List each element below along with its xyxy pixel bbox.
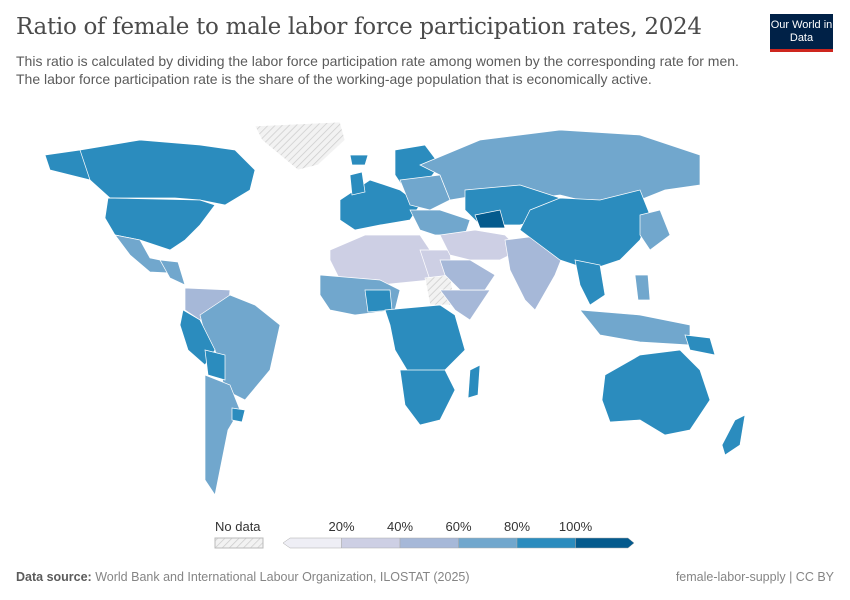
page-title: Ratio of female to male labor force part… <box>16 14 702 40</box>
region-russia[interactable] <box>419 129 701 206</box>
region-usa[interactable] <box>104 197 216 251</box>
region-argentina-chile[interactable] <box>204 374 241 496</box>
legend-bin[interactable] <box>516 537 576 549</box>
region-eastern-europe[interactable] <box>399 174 451 211</box>
legend-bin[interactable] <box>341 537 401 549</box>
legend-tick-label: 80% <box>504 519 530 534</box>
data-source: Data source: World Bank and Internationa… <box>16 570 470 584</box>
owid-logo[interactable]: Our World in Data <box>770 14 833 52</box>
legend: No data 20% 40% 60% 80% 100% <box>214 519 635 549</box>
page-subtitle: This ratio is calculated by dividing the… <box>16 53 739 87</box>
region-iceland[interactable] <box>349 154 369 166</box>
region-southern-africa[interactable] <box>399 369 456 426</box>
region-new-zealand[interactable] <box>721 414 746 456</box>
region-bolivia[interactable] <box>204 349 226 381</box>
legend-tick-label: 100% <box>559 519 593 534</box>
region-arabia[interactable] <box>439 259 496 291</box>
region-turkmenistan[interactable] <box>474 209 506 229</box>
region-philippines[interactable] <box>634 274 651 301</box>
legend-tick-label: 20% <box>328 519 354 534</box>
legend-bin[interactable] <box>282 537 342 549</box>
region-alaska[interactable] <box>44 149 91 181</box>
source-label: Data source: <box>16 570 92 584</box>
region-southeast-asia[interactable] <box>574 259 606 306</box>
legend-bin[interactable] <box>575 537 635 549</box>
legend-bin[interactable] <box>399 537 459 549</box>
legend-no-data-label: No data <box>215 519 261 534</box>
region-canada[interactable] <box>74 139 256 206</box>
region-greenland[interactable] <box>254 121 346 171</box>
legend-no-data-swatch <box>214 537 264 549</box>
region-madagascar[interactable] <box>467 364 481 399</box>
license[interactable]: female-labor-supply | CC BY <box>675 570 834 584</box>
region-japan-korea[interactable] <box>639 209 671 251</box>
region-china[interactable] <box>519 189 651 271</box>
legend-tick-label: 60% <box>445 519 471 534</box>
region-png[interactable] <box>684 334 716 356</box>
region-central-africa[interactable] <box>384 304 466 376</box>
world-map[interactable] <box>0 110 850 510</box>
legend-tick-label: 40% <box>387 519 413 534</box>
logo-text: Our World in Data <box>770 19 833 44</box>
source-text[interactable]: World Bank and International Labour Orga… <box>95 570 470 584</box>
region-balkans-turkey[interactable] <box>409 209 471 236</box>
region-uruguay[interactable] <box>231 407 246 423</box>
region-nigeria[interactable] <box>364 289 393 313</box>
region-australia[interactable] <box>601 349 711 436</box>
region-central-america[interactable] <box>159 259 186 286</box>
region-indonesia[interactable] <box>579 309 691 346</box>
region-uk[interactable] <box>349 171 366 196</box>
legend-bin[interactable] <box>458 537 518 549</box>
